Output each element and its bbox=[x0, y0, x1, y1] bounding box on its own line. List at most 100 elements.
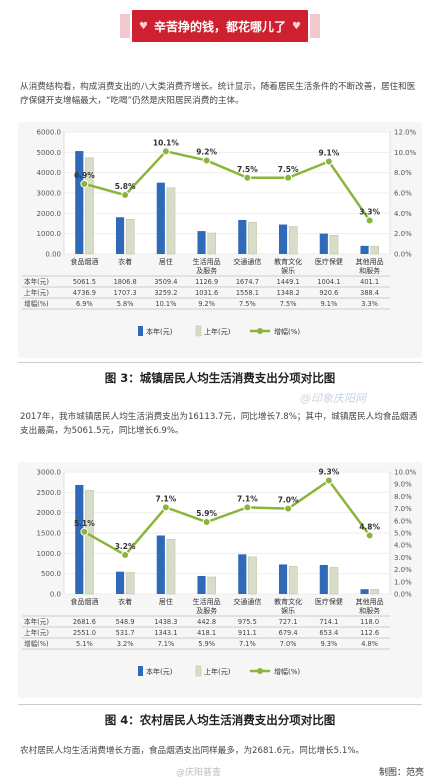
growth-data-label: 5.8% bbox=[115, 182, 136, 191]
category-label: 食品烟酒 bbox=[70, 257, 98, 266]
rural-chart-caption: 图 4：农村居民人均生活消费支出分项对比图 bbox=[104, 713, 336, 727]
growth-point bbox=[80, 179, 89, 188]
growth-line bbox=[84, 149, 371, 222]
bar-last-year bbox=[370, 245, 380, 255]
table-cell: 2681.6 bbox=[73, 618, 96, 626]
table-cell: 1558.1 bbox=[236, 289, 259, 297]
table-cell: 3509.4 bbox=[154, 278, 177, 286]
legend-swatch-point bbox=[257, 328, 263, 334]
bar-current-year bbox=[278, 564, 288, 594]
table-cell: 975.5 bbox=[238, 618, 257, 626]
legend-swatch-last bbox=[195, 325, 202, 337]
legend-label: 本年(元) bbox=[146, 327, 173, 336]
table-cell: 5061.5 bbox=[73, 278, 96, 286]
bar-last-year bbox=[166, 187, 176, 255]
y2-tick-label: 2.0% bbox=[394, 230, 412, 238]
category-label: 教育文化 bbox=[274, 597, 302, 606]
growth-point bbox=[243, 503, 252, 512]
y2-tick-label: 12.0% bbox=[394, 129, 417, 137]
growth-point bbox=[121, 191, 130, 200]
table-cell: 727.1 bbox=[279, 618, 298, 626]
table-cell: 3.2% bbox=[117, 640, 134, 648]
table-cell: 2551.0 bbox=[73, 629, 96, 637]
bar-last-year bbox=[248, 222, 257, 255]
growth-point bbox=[284, 504, 293, 513]
bar-last-year bbox=[329, 235, 339, 255]
category-label: 交通通信 bbox=[233, 597, 261, 606]
table-cell: 1707.3 bbox=[114, 289, 137, 297]
category-label: 居住 bbox=[159, 257, 173, 266]
y-tick-label: 1500.0 bbox=[37, 530, 62, 538]
bar-current-year bbox=[197, 231, 206, 254]
table-cell: 118.0 bbox=[360, 618, 379, 626]
table-cell: 5.9% bbox=[198, 640, 215, 648]
growth-data-label: 9.3% bbox=[318, 468, 339, 477]
y-tick-label: 2500.0 bbox=[37, 489, 62, 497]
growth-data-label: 3.3% bbox=[359, 207, 380, 216]
category-label: 及服务 bbox=[196, 606, 217, 615]
table-cell: 9.1% bbox=[320, 300, 337, 308]
bar-current-year bbox=[360, 245, 369, 254]
table-cell: 7.5% bbox=[239, 300, 256, 308]
bar-current-year bbox=[156, 535, 165, 594]
growth-data-label: 10.1% bbox=[153, 138, 180, 147]
y2-tick-label: 8.0% bbox=[394, 169, 412, 177]
y2-tick-label: 4.0% bbox=[394, 542, 412, 550]
growth-data-label: 5.9% bbox=[196, 509, 217, 518]
legend-swatch-current bbox=[138, 666, 143, 676]
bar-last-year bbox=[329, 567, 339, 595]
growth-data-label: 9.1% bbox=[318, 148, 339, 157]
growth-data-label: 7.0% bbox=[278, 496, 299, 505]
table-cell: 920.6 bbox=[319, 289, 338, 297]
bar-current-year bbox=[75, 151, 84, 254]
y2-tick-label: 7.0% bbox=[394, 505, 412, 513]
urban-chart-panel: 0.00 1000.0 2000.0 3000.0 4000.0 5000.0 6000.0… bbox=[18, 122, 422, 358]
bar-last-year bbox=[125, 572, 135, 595]
rural-chart: 0.0 500.0 1000.0 1500.0 2000.0 2500.0 3000.0 0.… bbox=[22, 468, 417, 677]
y2-tick-label: 10.0% bbox=[394, 469, 417, 477]
growth-data-label: 7.1% bbox=[237, 494, 258, 503]
table-row-label: 增幅(%) bbox=[24, 639, 49, 648]
bar-current-year bbox=[319, 233, 328, 254]
growth-line bbox=[83, 478, 371, 557]
bar-last-year bbox=[207, 232, 217, 255]
bar-last-year bbox=[85, 490, 94, 595]
table-cell: 7.1% bbox=[157, 640, 174, 648]
legend-label: 增幅(%) bbox=[274, 667, 300, 676]
y2-tick-label: 0.0% bbox=[394, 251, 412, 259]
heart-icon: ♥ bbox=[139, 20, 148, 32]
table-row-label: 本年(元) bbox=[24, 617, 49, 626]
growth-point bbox=[324, 157, 333, 166]
y-tick-label: 2000.0 bbox=[37, 509, 62, 517]
y2-tick-label: 4.0% bbox=[394, 210, 412, 218]
y2-tick-label: 1.0% bbox=[394, 578, 412, 586]
y-tick-label: 4000.0 bbox=[37, 169, 62, 177]
table-cell: 714.1 bbox=[319, 618, 338, 626]
y-tick-label: 2000.0 bbox=[37, 210, 62, 218]
growth-point bbox=[161, 503, 170, 512]
watermark: @印象庆阳网 bbox=[300, 392, 366, 405]
bar-last-year bbox=[288, 566, 298, 595]
table-cell: 4.8% bbox=[361, 640, 378, 648]
category-label: 居住 bbox=[159, 597, 173, 606]
table-cell: 7.1% bbox=[239, 640, 256, 648]
growth-point bbox=[161, 147, 170, 156]
bar-last-year bbox=[370, 589, 380, 595]
table-cell: 531.7 bbox=[116, 629, 135, 637]
growth-data-label: 5.1% bbox=[74, 519, 95, 528]
growth-point bbox=[284, 173, 293, 182]
table-cell: 418.1 bbox=[197, 629, 216, 637]
table-cell: 1348.2 bbox=[277, 289, 300, 297]
growth-point bbox=[121, 550, 130, 559]
y2-tick-label: 2.0% bbox=[394, 566, 412, 574]
table-cell: 112.6 bbox=[360, 629, 379, 637]
legend-label: 上年(元) bbox=[204, 667, 231, 676]
growth-point bbox=[202, 518, 211, 527]
y-tick-label: 0.00 bbox=[45, 251, 61, 259]
y-tick-label: 500.0 bbox=[41, 570, 61, 578]
bar-last-year bbox=[248, 556, 257, 595]
category-label: 交通通信 bbox=[233, 257, 261, 266]
banner-title: 辛苦挣的钱，都花哪儿了 bbox=[153, 19, 286, 34]
table-cell: 3.3% bbox=[361, 300, 378, 308]
table-cell: 679.4 bbox=[279, 629, 298, 637]
